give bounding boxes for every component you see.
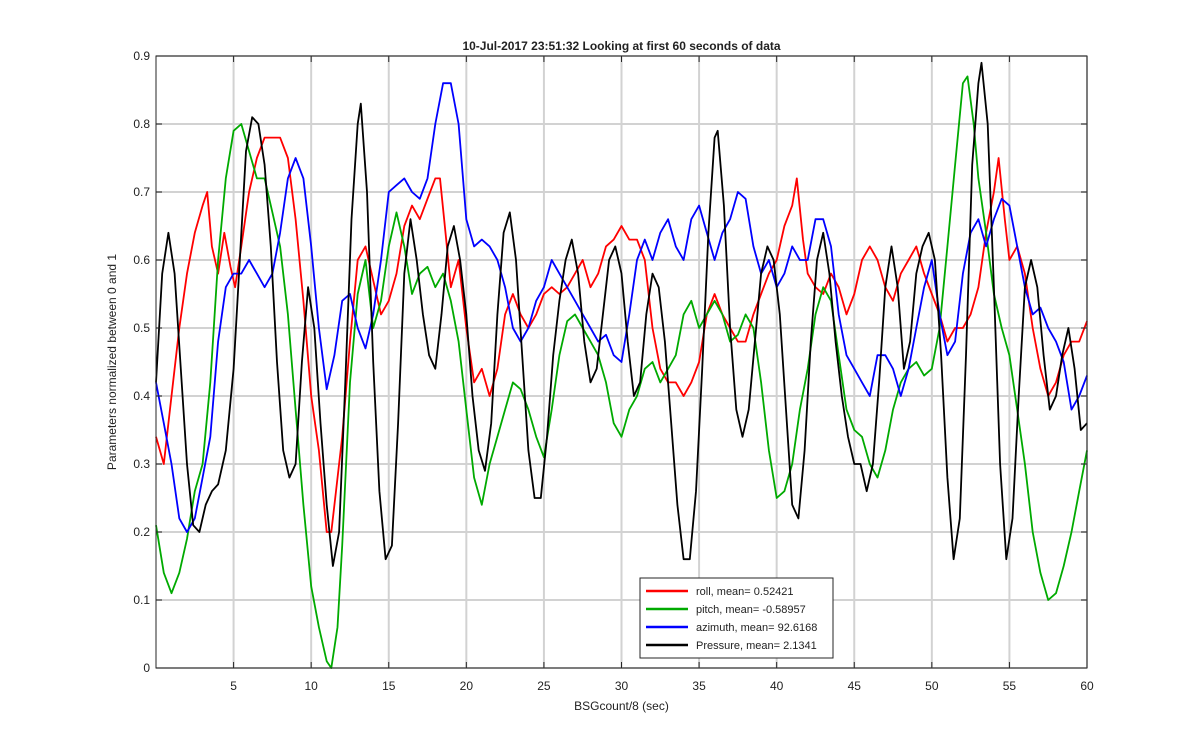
legend: roll, mean= 0.52421 pitch, mean= -0.58957… [639,577,834,659]
x-tick-label: 30 [615,679,629,693]
y-tick-label: 0.3 [133,457,150,471]
x-tick-label: 45 [848,679,862,693]
series-line-1 [155,75,1088,669]
series-line-3 [155,61,1088,567]
x-tick-label: 35 [692,679,706,693]
y-tick-label: 0.9 [133,49,150,63]
x-axis-label: BSGcount/8 (sec) [574,699,669,713]
ticks: 5 10 15 20 25 30 35 40 45 50 55 60 0 0.1 0.2 0.3 0.4 0.5 0… [133,49,1094,693]
x-tick-label: 15 [382,679,396,693]
series-lines [155,61,1088,669]
y-tick-label: 0.4 [133,389,150,403]
series-line-2 [155,82,1088,533]
x-tick-label: 55 [1003,679,1017,693]
y-tick-label: 0.5 [133,321,150,335]
y-tick-label: 0.8 [133,117,150,131]
legend-label-2: azimuth, mean= 92.6168 [696,622,817,634]
x-tick-label: 50 [925,679,939,693]
legend-label-1: pitch, mean= -0.58957 [696,604,806,616]
legend-label-0: roll, mean= 0.52421 [696,586,794,598]
legend-label-3: Pressure, mean= 2.1341 [696,640,817,652]
x-tick-label: 5 [230,679,237,693]
y-axis-label: Parameters normalized between 0 and 1 [105,254,119,470]
series-line-0 [155,136,1088,533]
y-tick-label: 0.6 [133,253,150,267]
y-tick-label: 0.2 [133,525,150,539]
y-tick-label: 0.7 [133,185,150,199]
x-tick-label: 10 [304,679,318,693]
y-tick-label: 0 [143,661,150,675]
y-tick-label: 0.1 [133,593,150,607]
x-tick-label: 20 [460,679,474,693]
x-tick-label: 25 [537,679,551,693]
x-tick-label: 60 [1080,679,1094,693]
chart-title: 10-Jul-2017 23:51:32 Looking at first 60… [462,39,780,53]
x-tick-label: 40 [770,679,784,693]
